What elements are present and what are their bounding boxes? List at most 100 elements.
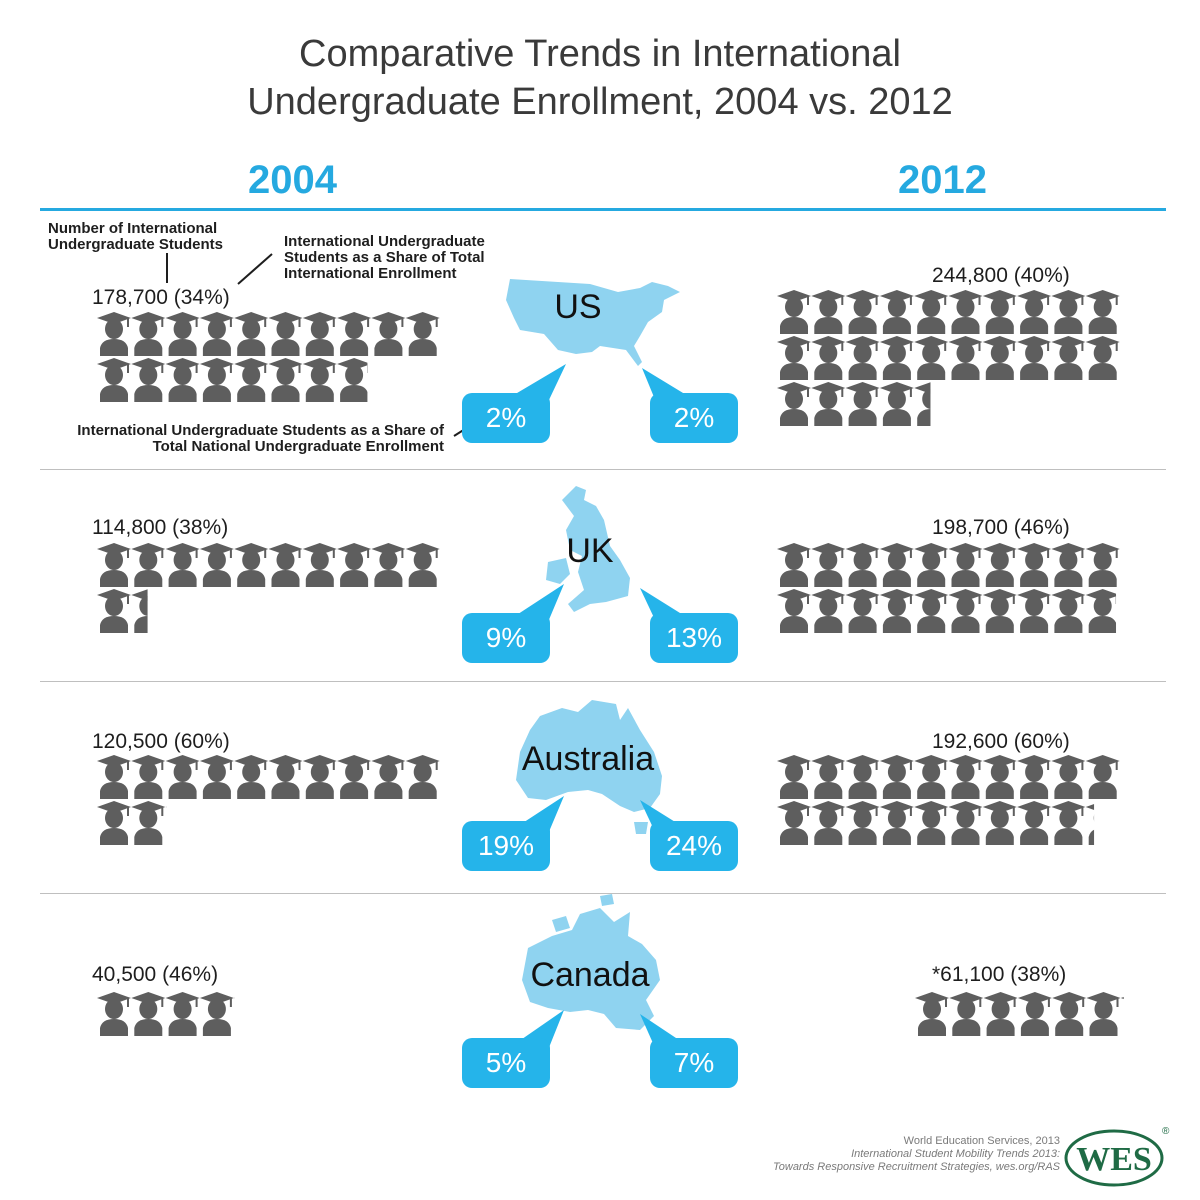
student-icon-us-2012 — [1051, 336, 1086, 380]
student-icon-us-2004 — [268, 358, 303, 402]
student-icon-us-2012 — [1051, 290, 1086, 334]
canada-map: Canada — [522, 894, 660, 1030]
student-icon-us-2012 — [845, 382, 880, 426]
student-icon-uk-2004 — [97, 589, 131, 633]
student-icon-canada-2004 — [199, 992, 234, 1036]
student-icon-uk-2012 — [879, 543, 914, 587]
student-icon-uk-2004 — [268, 543, 303, 587]
year-right-label: 2012 — [898, 158, 987, 202]
annotation-share-national: International Undergraduate Students as … — [77, 422, 444, 455]
student-icon-uk-2012 — [948, 589, 983, 633]
student-icon-us-2012 — [777, 336, 811, 380]
bubble-canada-2004: 5% — [462, 1038, 550, 1088]
row-divider — [40, 893, 1166, 894]
student-icon-canada-2012 — [983, 992, 1018, 1036]
student-icon-australia-2004 — [337, 755, 372, 799]
student-icon-uk-2004 — [165, 543, 200, 587]
row-divider — [40, 681, 1166, 682]
student-icon-uk-2004 — [131, 589, 148, 633]
student-icon-uk-2012 — [777, 543, 811, 587]
country-name-uk: UK — [566, 532, 614, 570]
student-icon-us-2004 — [302, 358, 337, 402]
student-icon-us-2012 — [845, 290, 880, 334]
student-icon-canada-2004 — [131, 992, 166, 1036]
student-icon-australia-2012 — [811, 801, 846, 845]
title-line-1: Comparative Trends in International — [299, 33, 901, 75]
student-icon-us-2012 — [777, 382, 811, 426]
student-icon-uk-2012 — [1085, 589, 1117, 633]
annotation-number: Number of International Undergraduate St… — [48, 220, 224, 253]
student-icon-us-2012 — [948, 290, 983, 334]
student-icon-australia-2004 — [97, 755, 131, 799]
student-icon-us-2004 — [234, 312, 269, 356]
student-icon-canada-2004 — [97, 992, 131, 1036]
student-icon-uk-2012 — [811, 589, 846, 633]
student-icon-australia-2004 — [199, 755, 234, 799]
australia-map: Australia — [516, 700, 662, 834]
header-divider — [40, 208, 1166, 211]
student-icon-australia-2012 — [1051, 755, 1086, 799]
annotation-share-total: International Undergraduate Students as … — [284, 233, 485, 282]
student-icon-canada-2012 — [1052, 992, 1087, 1036]
label-us-2012: 244,800 (40%) — [932, 264, 1070, 287]
student-icon-uk-2004 — [371, 543, 406, 587]
student-icon-uk-2012 — [1051, 589, 1086, 633]
student-icon-us-2012 — [811, 382, 846, 426]
student-icon-uk-2004 — [405, 543, 440, 587]
student-icon-australia-2004 — [131, 755, 166, 799]
student-icon-us-2004 — [131, 312, 166, 356]
student-icon-australia-2004 — [405, 755, 440, 799]
student-icon-uk-2012 — [1051, 543, 1086, 587]
student-icon-uk-2012 — [845, 543, 880, 587]
student-icon-us-2012 — [879, 290, 914, 334]
student-icon-us-2012 — [879, 382, 914, 426]
source-citation: World Education Services, 2013 Internati… — [773, 1135, 1060, 1173]
student-icon-australia-2004 — [131, 801, 166, 845]
student-icon-us-2004 — [199, 358, 234, 402]
student-icon-uk-2012 — [879, 589, 914, 633]
student-icon-australia-2012 — [879, 755, 914, 799]
student-icon-us-2004 — [131, 358, 166, 402]
student-icon-us-2004 — [337, 358, 368, 402]
student-icon-uk-2012 — [777, 589, 811, 633]
student-icon-australia-2012 — [811, 755, 846, 799]
student-icon-us-2012 — [1085, 336, 1120, 380]
student-icon-australia-2012 — [914, 755, 949, 799]
student-icon-uk-2012 — [914, 589, 949, 633]
student-icon-uk-2012 — [1017, 543, 1052, 587]
student-icon-uk-2012 — [1017, 589, 1052, 633]
student-icon-australia-2004 — [97, 801, 131, 845]
student-icon-us-2004 — [199, 312, 234, 356]
label-uk-2012: 198,700 (46%) — [932, 516, 1070, 539]
student-icon-uk-2012 — [982, 543, 1017, 587]
student-icon-us-2004 — [405, 312, 440, 356]
title-line-2: Undergraduate Enrollment, 2004 vs. 2012 — [247, 81, 953, 123]
student-icon-uk-2004 — [302, 543, 337, 587]
bubble-australia-2012: 24% — [650, 821, 738, 871]
page-title: Comparative Trends in International Unde… — [0, 30, 1200, 126]
student-icon-australia-2004 — [165, 755, 200, 799]
student-icon-australia-2012 — [777, 755, 811, 799]
student-icon-australia-2004 — [268, 755, 303, 799]
student-icon-uk-2004 — [131, 543, 166, 587]
student-icon-us-2012 — [982, 336, 1017, 380]
student-icon-australia-2012 — [948, 801, 983, 845]
student-icon-australia-2012 — [845, 801, 880, 845]
student-icon-us-2012 — [914, 290, 949, 334]
student-icon-canada-2012 — [949, 992, 984, 1036]
student-icon-us-2012 — [1085, 290, 1120, 334]
student-icon-us-2004 — [165, 312, 200, 356]
student-icon-canada-2012 — [1086, 992, 1121, 1036]
country-name-canada: Canada — [530, 956, 649, 994]
label-canada-2012: *61,100 (38%) — [932, 963, 1067, 986]
student-icon-us-2004 — [97, 312, 131, 356]
student-icon-australia-2012 — [1085, 804, 1095, 845]
student-icon-canada-2012 — [1017, 992, 1052, 1036]
student-icon-australia-2012 — [982, 801, 1017, 845]
student-icon-australia-2012 — [879, 801, 914, 845]
student-icon-us-2004 — [97, 358, 131, 402]
student-icon-australia-2004 — [165, 806, 167, 808]
student-icon-australia-2012 — [1085, 755, 1120, 799]
